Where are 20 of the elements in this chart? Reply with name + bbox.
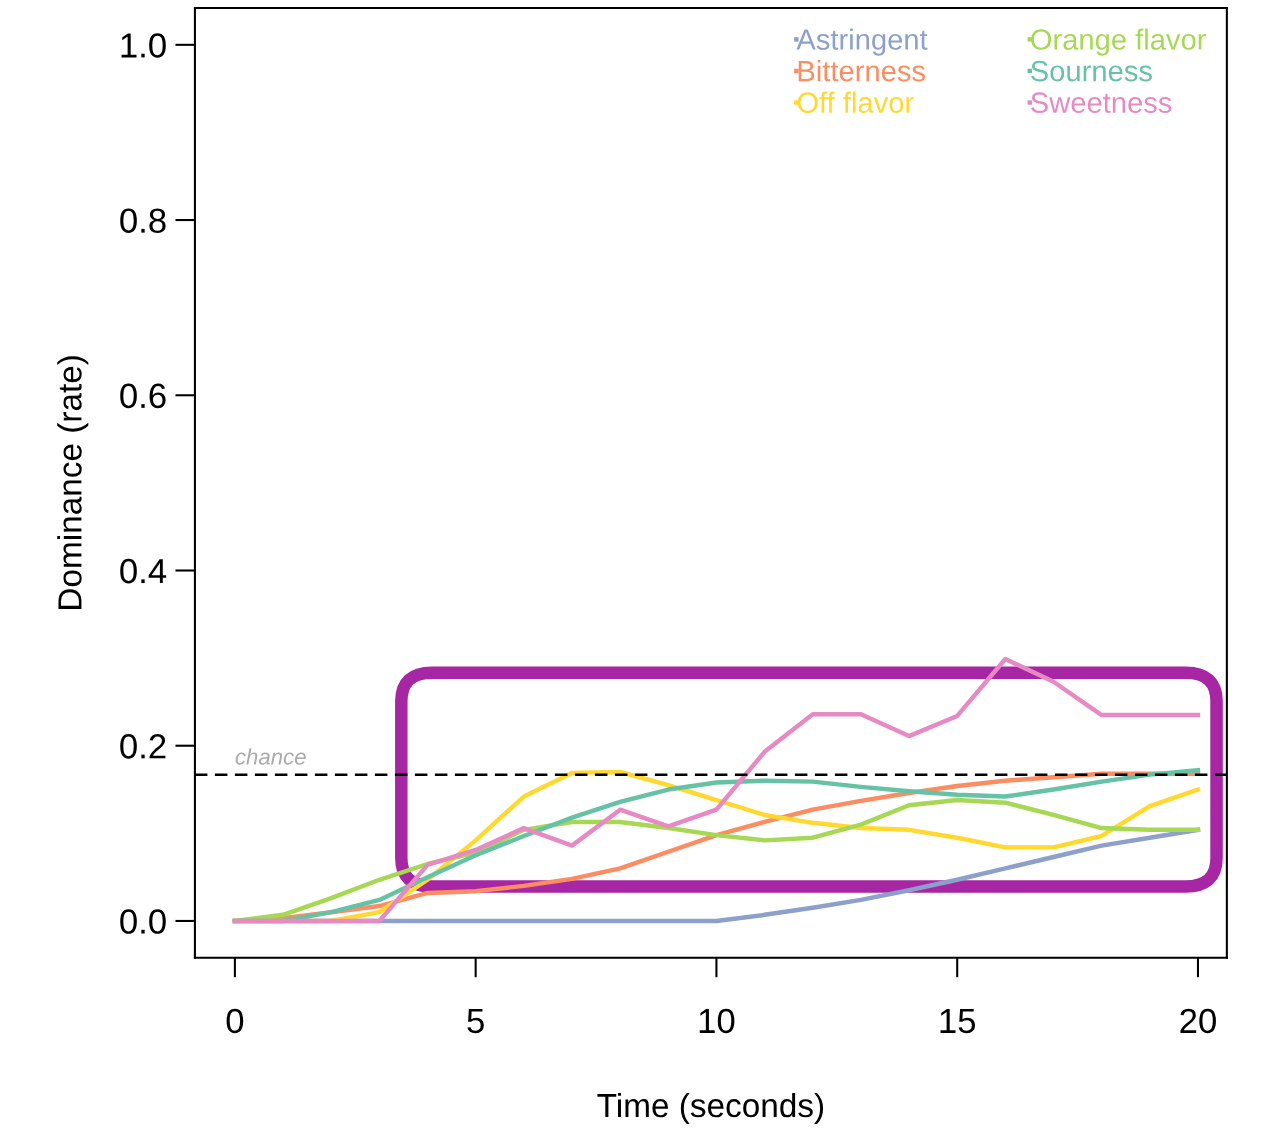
x-tick-label: 20 (1180, 1008, 1216, 1034)
y-tick-label: 0.2 (120, 734, 166, 759)
y-tick-label: 0.6 (120, 383, 166, 409)
x-tick-label: 5 (467, 1009, 484, 1034)
y-tick-label: 0.8 (120, 208, 166, 233)
legend-label: Sweetness (1031, 92, 1172, 113)
x-tick-label: 0 (226, 1008, 244, 1034)
y-tick-label: 0.0 (120, 909, 166, 934)
y-tick-label: 1.0 (121, 33, 166, 58)
legend-label: Off flavor (797, 91, 914, 113)
legend-label: Astringent (796, 28, 928, 56)
legend-label: Bitterness (798, 60, 925, 82)
y-axis-title: Dominance (rate) (57, 356, 89, 609)
x-axis-title: Time (seconds) (597, 1092, 824, 1124)
legend-label: Sourness (1031, 60, 1152, 82)
y-tick-label: 0.4 (120, 558, 167, 584)
legend-label: Orange flavor (1031, 28, 1206, 56)
ref-line-label: chance (235, 748, 306, 765)
x-tick-label: 10 (699, 1008, 735, 1034)
x-tick-label: 15 (940, 1009, 976, 1034)
